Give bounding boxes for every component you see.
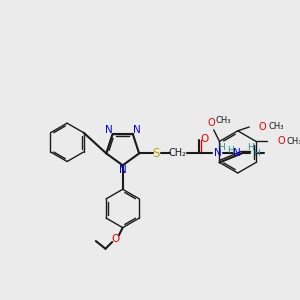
Text: H: H — [253, 149, 260, 158]
Text: N: N — [105, 125, 112, 135]
Text: S: S — [153, 147, 160, 160]
Text: O: O — [208, 118, 216, 128]
Text: H: H — [227, 146, 233, 155]
Text: CH₃: CH₃ — [215, 116, 231, 125]
Text: O: O — [259, 122, 266, 132]
Text: H: H — [247, 143, 254, 152]
Text: N: N — [119, 165, 127, 175]
Text: N: N — [133, 125, 140, 135]
Text: CH₃: CH₃ — [268, 122, 284, 131]
Text: N: N — [214, 148, 222, 158]
Text: H: H — [218, 143, 225, 152]
Text: O: O — [277, 136, 285, 146]
Text: N: N — [233, 148, 241, 158]
Text: O: O — [111, 234, 119, 244]
Text: O: O — [200, 134, 208, 144]
Text: CH₃: CH₃ — [286, 137, 300, 146]
Text: CH₂: CH₂ — [168, 148, 186, 158]
